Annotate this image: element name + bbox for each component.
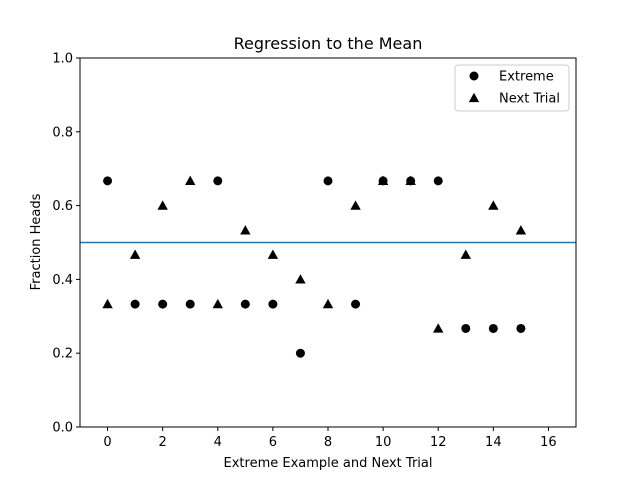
y-tick-label: 0.4: [52, 273, 73, 288]
legend-label: Extreme: [499, 70, 554, 85]
x-axis-label: Extreme Example and Next Trial: [224, 456, 433, 471]
next-trial-point: [240, 225, 251, 235]
next-trial-point: [267, 249, 279, 259]
y-axis: 0.0 0.2 0.4 0.6 0.8 1.0: [52, 52, 80, 436]
legend: Extreme Next Trial: [454, 64, 570, 112]
extreme-point: [323, 176, 333, 186]
x-tick-label: 6: [269, 435, 277, 450]
legend-triangle-marker: [468, 92, 480, 103]
next-trial-point: [405, 175, 416, 186]
next-trial-point: [488, 200, 499, 210]
extreme-point: [516, 323, 526, 333]
extreme-point: [295, 348, 305, 358]
extreme-point: [158, 299, 168, 309]
next-trial-point: [185, 175, 196, 186]
x-tick-label: 0: [103, 435, 111, 450]
extreme-point: [488, 323, 498, 333]
next-trial-point: [433, 323, 444, 333]
next-trial-point: [295, 274, 306, 284]
x-tick-label: 8: [324, 435, 332, 450]
y-tick-label: 1.0: [52, 52, 73, 67]
extreme-point: [461, 323, 471, 333]
extreme-point: [213, 176, 223, 186]
next-trial-point: [377, 175, 389, 186]
series-next-trial: [102, 175, 527, 333]
next-trial-point: [460, 249, 471, 259]
next-trial-point: [129, 249, 141, 259]
extreme-point: [433, 176, 443, 186]
extreme-point: [130, 299, 140, 309]
y-tick-label: 0.8: [52, 125, 73, 140]
extreme-point: [240, 299, 250, 309]
legend-circle-marker: [469, 71, 479, 81]
legend-item: Extreme: [469, 70, 554, 85]
extreme-point: [351, 299, 361, 309]
extreme-point: [268, 299, 278, 309]
y-tick-label: 0.0: [52, 421, 73, 436]
next-trial-point: [157, 200, 168, 210]
x-tick-label: 2: [159, 435, 167, 450]
next-trial-point: [350, 200, 361, 210]
y-axis-label: Fraction Heads: [29, 193, 44, 290]
y-tick-label: 0.2: [52, 347, 73, 362]
legend-box: [454, 64, 570, 112]
next-trial-point: [212, 298, 223, 309]
x-axis: 0 2 4 6 8 10 12 14 16: [103, 427, 557, 450]
data-points: [102, 175, 527, 358]
series-extreme: [103, 176, 526, 358]
x-tick-label: 4: [214, 435, 222, 450]
next-trial-point: [515, 225, 527, 235]
y-tick-label: 0.6: [52, 199, 73, 214]
x-tick-label: 12: [430, 435, 447, 450]
extreme-point: [185, 299, 195, 309]
legend-item: Next Trial: [468, 92, 560, 107]
chart-title: Regression to the Mean: [234, 34, 423, 53]
x-tick-label: 14: [485, 435, 502, 450]
extreme-point: [103, 176, 113, 186]
next-trial-point: [322, 298, 334, 309]
x-tick-label: 10: [375, 435, 392, 450]
x-tick-label: 16: [540, 435, 557, 450]
next-trial-point: [102, 298, 113, 309]
legend-label: Next Trial: [499, 92, 560, 107]
